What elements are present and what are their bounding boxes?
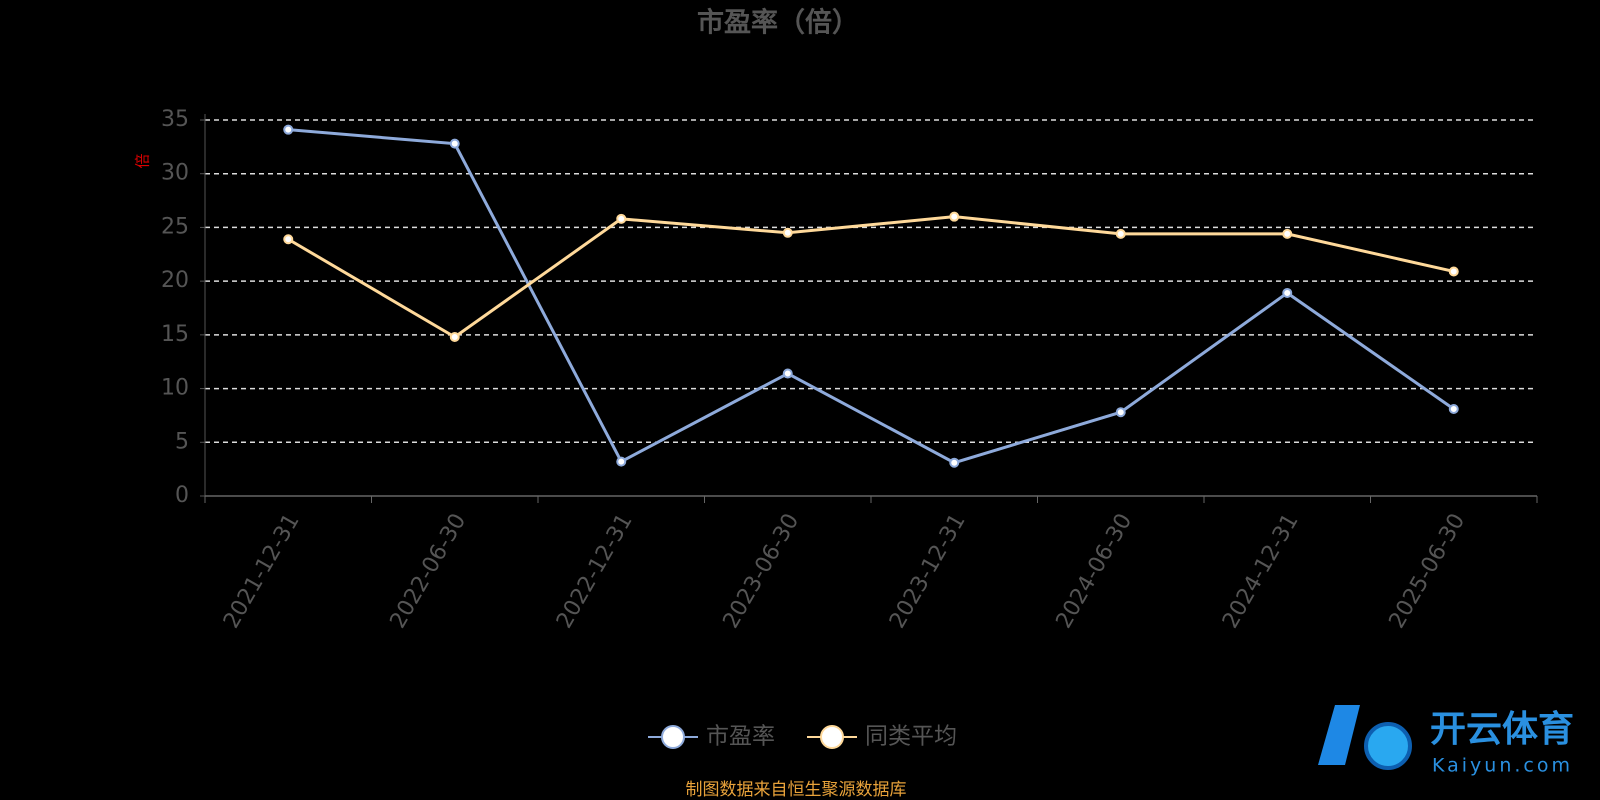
y-tick-label: 20 [161, 268, 189, 293]
watermark: 开云体育 Kaiyun.com [1318, 705, 1574, 777]
series-point [1448, 403, 1459, 414]
series-line [288, 128, 1455, 465]
y-tick-label: 25 [161, 214, 189, 239]
legend-label: 同类平均 [865, 724, 957, 750]
y-tick-label: 15 [161, 322, 189, 347]
y-tick-label: 10 [161, 376, 189, 401]
series-point [949, 211, 960, 222]
y-tick-label: 5 [175, 429, 189, 454]
y-tick-label: 35 [161, 107, 189, 132]
series-point [449, 332, 460, 343]
series-point [782, 368, 793, 379]
logo-ball [1364, 722, 1412, 770]
series-point [449, 138, 460, 149]
y-tick-label: 0 [175, 483, 189, 508]
series-point [949, 457, 960, 468]
series-point [616, 213, 627, 224]
logo-shape [1318, 705, 1360, 765]
brand-text: 开云体育 [1430, 709, 1574, 750]
y-tick-label: 30 [161, 161, 189, 186]
series-point [1282, 287, 1293, 298]
site-text: Kaiyun.com [1432, 755, 1573, 777]
chart-title: 市盈率（倍） [697, 7, 859, 39]
series-point [1115, 228, 1126, 239]
footer: 制图数据来自恒生聚源数据库 [686, 780, 907, 800]
series-point [1448, 266, 1459, 277]
legend-marker [820, 725, 844, 749]
series-line [287, 215, 1455, 339]
series-point [283, 124, 294, 135]
series-point [1282, 228, 1293, 239]
series-point [782, 227, 793, 238]
y-axis-label: 倍 [134, 153, 152, 168]
series-point [1115, 407, 1126, 418]
series-point [616, 456, 627, 467]
legend-label: 市盈率 [706, 724, 775, 750]
series-point [283, 234, 294, 245]
legend-marker [661, 725, 685, 749]
